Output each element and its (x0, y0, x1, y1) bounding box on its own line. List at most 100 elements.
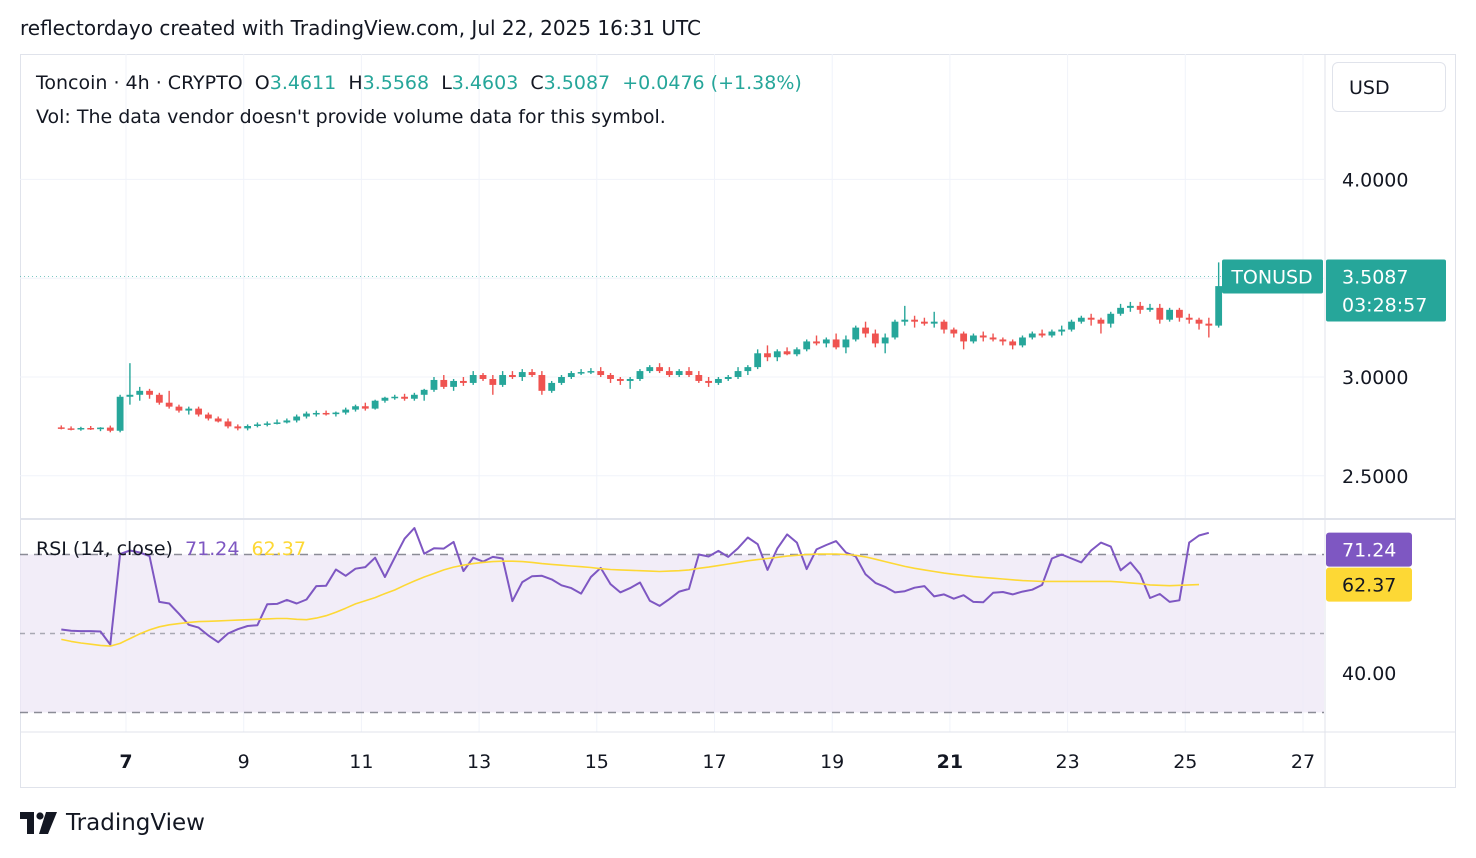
candle-body (793, 349, 801, 355)
candle-body (587, 371, 595, 373)
candle-body (342, 409, 350, 413)
ticker-badge-label: TONUSD (1230, 266, 1312, 288)
candle-body (646, 367, 654, 372)
candle-body (616, 378, 624, 381)
candle-body (930, 321, 938, 324)
candle-body (1097, 319, 1105, 324)
price-badge (1326, 259, 1446, 322)
candle-body (87, 427, 95, 430)
close-value: 3.5087 (543, 72, 611, 94)
candle-body (244, 426, 252, 429)
rsi-line (61, 527, 1210, 646)
candle-body (970, 335, 977, 342)
x-tick-label: 19 (820, 751, 844, 773)
candle-body (665, 371, 673, 376)
rsi-name[interactable]: RSI (14, close) (36, 538, 173, 560)
candle-body (783, 351, 791, 355)
high-value: 3.5568 (362, 72, 430, 94)
ticker-badge (1222, 259, 1323, 294)
candle-body (724, 377, 732, 379)
candle-body (813, 341, 820, 344)
candle-body (195, 408, 202, 415)
candle-body (989, 337, 997, 340)
rsi-band-layer (20, 553, 1324, 714)
candle-body (381, 397, 389, 401)
candle-body (764, 353, 771, 358)
candle-body (509, 375, 516, 377)
currency-button[interactable]: USD (1332, 62, 1446, 112)
candle-body (224, 421, 232, 427)
candle-body (499, 375, 507, 385)
tradingview-logo[interactable]: TradingView (20, 806, 205, 840)
candle-body (77, 427, 85, 430)
rsi-ma-value: 62.37 (251, 538, 306, 560)
candle-body (862, 327, 869, 334)
candle-body (1038, 333, 1046, 336)
candle-body (950, 329, 958, 334)
candle-body (1058, 329, 1066, 332)
candle-body (57, 427, 65, 429)
candle-body (901, 319, 909, 322)
candle-body (116, 396, 124, 431)
low-value: 3.4603 (451, 72, 519, 94)
chart-credit: reflectordayo created with TradingView.c… (20, 16, 701, 40)
candle-body (705, 380, 713, 383)
candle-body (920, 321, 928, 324)
candle-body (489, 378, 497, 385)
candle-body (528, 372, 536, 376)
candle-body (567, 373, 575, 377)
candle-body (273, 422, 281, 424)
candle-body (1146, 307, 1154, 310)
candle-body (1205, 323, 1213, 326)
candle-body (1087, 317, 1095, 320)
candle-body (254, 424, 261, 427)
x-tick-label: 27 (1291, 751, 1315, 773)
candle-body (460, 380, 467, 383)
open-value: 3.4611 (269, 72, 337, 94)
candle-body (803, 341, 811, 350)
candle-body (146, 390, 153, 395)
candle-body (822, 339, 830, 344)
candle-body (371, 400, 379, 409)
candle-body (361, 406, 369, 409)
candle-body (518, 372, 526, 377)
candle-body (234, 426, 242, 429)
price-badge-value: 3.5087 (1342, 266, 1408, 288)
rsi-legend[interactable]: RSI (14, close) 71.24 62.37 (36, 538, 306, 560)
candle-body (1009, 341, 1017, 346)
x-tick-label: 7 (119, 751, 132, 773)
badge-layer: TONUSD 3.5087 03:28:57 71.24 62.37 (20, 259, 1446, 602)
tradingview-wordmark: TradingView (66, 810, 205, 836)
candle-body (450, 380, 457, 387)
candle-body (440, 379, 448, 387)
candle-body (155, 394, 163, 403)
candle-body (685, 371, 693, 376)
candle-body (303, 413, 310, 417)
candle-body (97, 427, 104, 430)
candle-body (548, 382, 556, 391)
candle-body (401, 396, 408, 399)
candle-body (842, 339, 850, 348)
candle-body (1126, 305, 1134, 308)
ohlc-legend[interactable]: Toncoin · 4h · CRYPTO O3.4611 H3.5568 L3… (36, 72, 802, 94)
candle-body (1107, 313, 1115, 324)
price-badge-countdown: 03:28:57 (1342, 294, 1427, 316)
candle-body (263, 423, 271, 425)
candle-body (695, 375, 703, 381)
rsi-ma-badge (1326, 567, 1412, 602)
candle-body (626, 378, 634, 381)
candle-body (430, 379, 438, 390)
candle-body (410, 394, 418, 399)
candle-body (293, 416, 301, 421)
candle-body (852, 327, 860, 340)
price-tick-label: 4.0000 (1342, 169, 1408, 191)
candle-body (391, 396, 399, 399)
symbol-label[interactable]: Toncoin · 4h · CRYPTO (36, 72, 243, 94)
candle-body (871, 333, 879, 344)
candle-body (312, 412, 320, 415)
candle-body (891, 321, 899, 338)
candle-body (479, 375, 487, 379)
price-tick-label: 2.5000 (1342, 466, 1408, 488)
candle-body (656, 367, 663, 372)
